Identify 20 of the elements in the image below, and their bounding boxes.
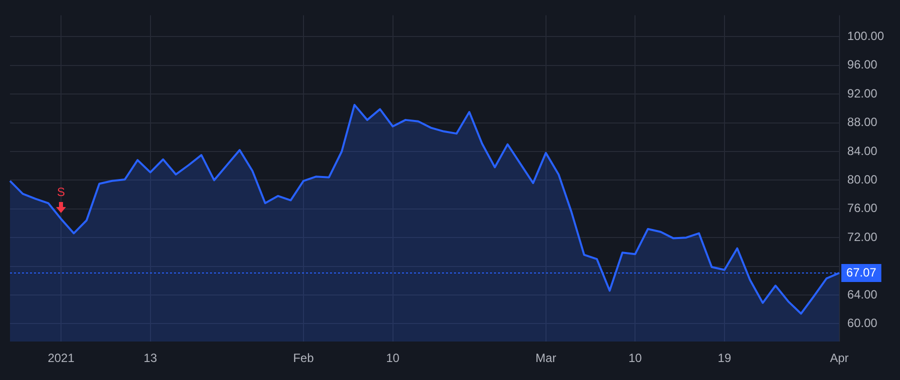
- y-tick-label: 72.00: [847, 230, 878, 244]
- y-tick-label: 60.00: [847, 316, 878, 330]
- annotation: S: [57, 185, 66, 200]
- x-tick-label: 10: [386, 351, 400, 366]
- x-tick-label: Apr: [830, 351, 849, 366]
- x-tick-label: Mar: [536, 351, 556, 366]
- y-tick-label: 84.00: [847, 144, 878, 158]
- y-tick-label: 88.00: [847, 115, 878, 130]
- y-tick-label: 96.00: [847, 58, 878, 72]
- y-tick-label: 80.00: [847, 172, 878, 187]
- y-tick-label: 64.00: [847, 287, 878, 302]
- ref-line-label: 67.07: [846, 265, 877, 280]
- y-tick-label: 92.00: [847, 86, 878, 100]
- x-tick-label: 13: [144, 351, 158, 366]
- x-tick-label: 2021: [48, 351, 75, 366]
- x-tick-label: Feb: [293, 351, 314, 366]
- x-tick-label: 19: [718, 351, 732, 366]
- x-tick-label: 10: [628, 351, 642, 366]
- y-tick-label: 100.00: [847, 29, 884, 44]
- y-tick-label: 76.00: [847, 201, 878, 216]
